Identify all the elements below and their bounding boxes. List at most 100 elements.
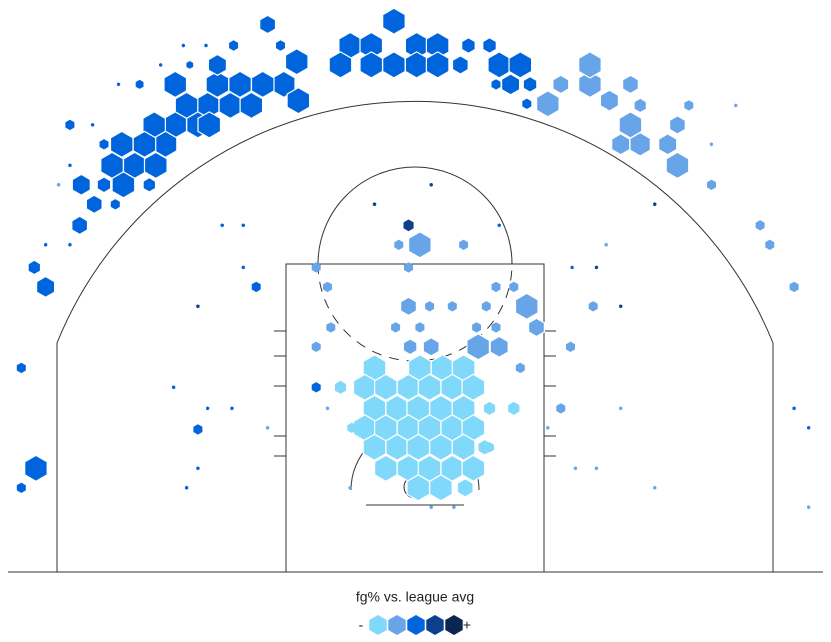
hex [668, 115, 686, 135]
hex [527, 317, 546, 338]
hex [755, 220, 765, 231]
hex [135, 79, 144, 89]
hex [239, 91, 264, 120]
hex [653, 202, 657, 207]
hex [56, 182, 61, 187]
hex [789, 281, 799, 293]
hex [461, 454, 486, 482]
hex [193, 424, 203, 435]
hex [491, 79, 501, 90]
hex [218, 91, 243, 120]
hex [629, 131, 651, 157]
hex [24, 454, 48, 482]
hex [515, 362, 525, 374]
hex [508, 51, 533, 79]
hex [599, 89, 620, 112]
hex [347, 422, 357, 433]
hex [489, 335, 509, 358]
hex [491, 281, 501, 293]
hex [552, 74, 570, 95]
hex [204, 43, 208, 48]
hex [546, 425, 550, 430]
legend-low: - [359, 617, 364, 633]
hex [497, 223, 501, 228]
hex [334, 380, 347, 394]
hex [65, 119, 75, 131]
hex [229, 40, 239, 51]
hex [514, 292, 539, 320]
legend-swatch [388, 615, 406, 635]
hex [508, 401, 520, 415]
hex [207, 53, 227, 76]
hex [181, 43, 185, 48]
hex [109, 130, 134, 158]
hex [159, 63, 163, 67]
hex [570, 265, 574, 270]
hex [44, 242, 48, 247]
hexes [16, 7, 811, 510]
hex [71, 215, 89, 236]
hex [807, 425, 811, 430]
hex [461, 37, 476, 54]
hex [456, 478, 474, 498]
hex [241, 265, 245, 270]
hex [206, 406, 210, 411]
hex [276, 40, 285, 51]
hex [171, 385, 176, 390]
hex [734, 103, 738, 108]
hex [578, 51, 602, 79]
hex [522, 75, 538, 93]
hex [402, 338, 418, 356]
hex [594, 265, 599, 270]
hex [250, 70, 275, 99]
hex [709, 142, 714, 147]
hex [385, 433, 409, 461]
hex [451, 55, 469, 75]
hex [501, 73, 521, 96]
hex [653, 485, 657, 490]
hex [382, 7, 406, 35]
hex [259, 14, 277, 35]
hex [466, 333, 490, 361]
hex [619, 406, 623, 411]
hex [110, 199, 120, 210]
hex [707, 179, 716, 190]
hex [111, 171, 136, 199]
hex [422, 337, 440, 357]
hex [665, 151, 690, 180]
legend-high: + [463, 617, 471, 633]
hex [482, 37, 497, 54]
hex [765, 239, 775, 250]
paint [285, 263, 545, 573]
hex [425, 51, 450, 79]
hex [359, 51, 384, 79]
hex [325, 406, 330, 411]
hex [265, 425, 270, 430]
hex [326, 322, 336, 333]
hex [578, 70, 602, 99]
hex [406, 474, 431, 502]
hex [328, 51, 353, 79]
hex [96, 176, 112, 194]
legend-swatch [407, 615, 425, 635]
hex [196, 466, 200, 471]
hex [311, 262, 321, 273]
hex [323, 281, 332, 293]
hex [184, 485, 189, 490]
hex [429, 505, 433, 510]
free-throw-circle [317, 166, 513, 265]
hex [573, 466, 578, 471]
hex [163, 70, 188, 99]
hex [286, 86, 311, 115]
hex [566, 341, 575, 352]
hex [251, 281, 261, 293]
hex [472, 322, 482, 333]
hex [143, 151, 168, 180]
hex [588, 301, 598, 312]
hex [28, 260, 40, 274]
hex [452, 505, 456, 510]
hex [807, 505, 811, 510]
hex [196, 304, 200, 309]
